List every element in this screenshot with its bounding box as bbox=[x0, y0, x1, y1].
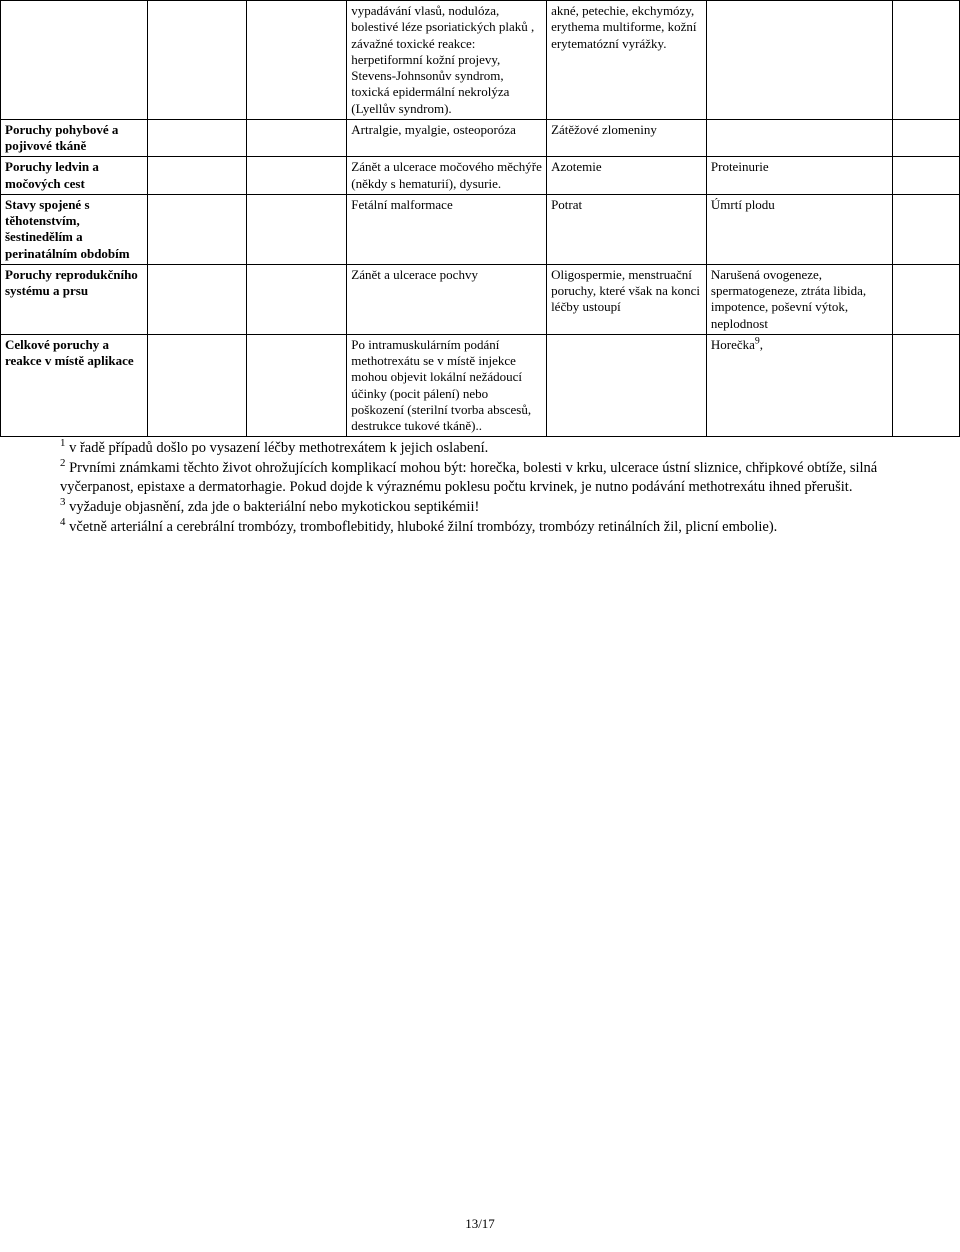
table-cell: Poruchy reprodukčního systému a prsu bbox=[1, 264, 148, 334]
table-cell bbox=[147, 119, 247, 157]
table-cell: Stavy spojené s těhotenstvím, šestineděl… bbox=[1, 194, 148, 264]
table-cell bbox=[893, 334, 960, 437]
table-cell: Zátěžové zlomeniny bbox=[547, 119, 707, 157]
table-row: vypadávání vlasů, nodulóza, bolestivé lé… bbox=[1, 1, 960, 120]
table-cell bbox=[706, 1, 892, 120]
table-cell: akné, petechie, ekchymózy, erythema mult… bbox=[547, 1, 707, 120]
table-cell bbox=[147, 334, 247, 437]
table-cell: Azotemie bbox=[547, 157, 707, 195]
table-cell bbox=[893, 157, 960, 195]
footnote-4: 4 včetně arteriální a cerebrální trombóz… bbox=[60, 518, 900, 538]
table-cell bbox=[247, 157, 347, 195]
table-cell: Narušená ovogeneze, spermatogeneze, ztrá… bbox=[706, 264, 892, 334]
table-cell bbox=[147, 264, 247, 334]
table-cell: Proteinurie bbox=[706, 157, 892, 195]
table-cell bbox=[147, 1, 247, 120]
table-cell: Oligospermie, menstruační poruchy, které… bbox=[547, 264, 707, 334]
table-cell bbox=[547, 334, 707, 437]
table-cell bbox=[247, 1, 347, 120]
table-cell: Poruchy pohybové a pojivové tkáně bbox=[1, 119, 148, 157]
table-cell bbox=[893, 264, 960, 334]
table-cell: Úmrtí plodu bbox=[706, 194, 892, 264]
adverse-effects-table: vypadávání vlasů, nodulóza, bolestivé lé… bbox=[0, 0, 960, 437]
table-row: Celkové poruchy a reakce v místě aplikac… bbox=[1, 334, 960, 437]
footnote-2: 2 Prvními známkami těchto život ohrožují… bbox=[60, 459, 900, 498]
table-row: Poruchy reprodukčního systému a prsu Záně… bbox=[1, 264, 960, 334]
table-cell bbox=[893, 1, 960, 120]
table-cell: Artralgie, myalgie, osteoporóza bbox=[347, 119, 547, 157]
table-cell bbox=[706, 119, 892, 157]
table-cell bbox=[247, 119, 347, 157]
table-row: Poruchy pohybové a pojivové tkáně Artralg… bbox=[1, 119, 960, 157]
table-cell bbox=[893, 119, 960, 157]
table-cell: vypadávání vlasů, nodulóza, bolestivé lé… bbox=[347, 1, 547, 120]
table-cell: Potrat bbox=[547, 194, 707, 264]
footnote-1: 1 v řadě případů došlo po vysazení léčby… bbox=[60, 439, 900, 459]
table-cell bbox=[247, 264, 347, 334]
table-cell: Fetální malformace bbox=[347, 194, 547, 264]
table-row: Stavy spojené s těhotenstvím, šestineděl… bbox=[1, 194, 960, 264]
table-cell bbox=[247, 334, 347, 437]
table-cell bbox=[893, 194, 960, 264]
footnote-3: 3 vyžaduje objasnění, zda jde o bakteriá… bbox=[60, 498, 900, 518]
table-cell: Poruchy ledvin a močových cest bbox=[1, 157, 148, 195]
table-cell: Horečka9, bbox=[706, 334, 892, 437]
table-row: Poruchy ledvin a močových cest Zánět a ul… bbox=[1, 157, 960, 195]
table-cell: Zánět a ulcerace pochvy bbox=[347, 264, 547, 334]
table-cell: Po intramuskulárním podání methotrexátu … bbox=[347, 334, 547, 437]
table-cell: Zánět a ulcerace močového měchýře (někdy… bbox=[347, 157, 547, 195]
page-number: 13/17 bbox=[0, 1216, 960, 1232]
table-cell bbox=[147, 194, 247, 264]
table-cell bbox=[1, 1, 148, 120]
table-cell: Celkové poruchy a reakce v místě aplikac… bbox=[1, 334, 148, 437]
table-cell bbox=[247, 194, 347, 264]
table-cell bbox=[147, 157, 247, 195]
